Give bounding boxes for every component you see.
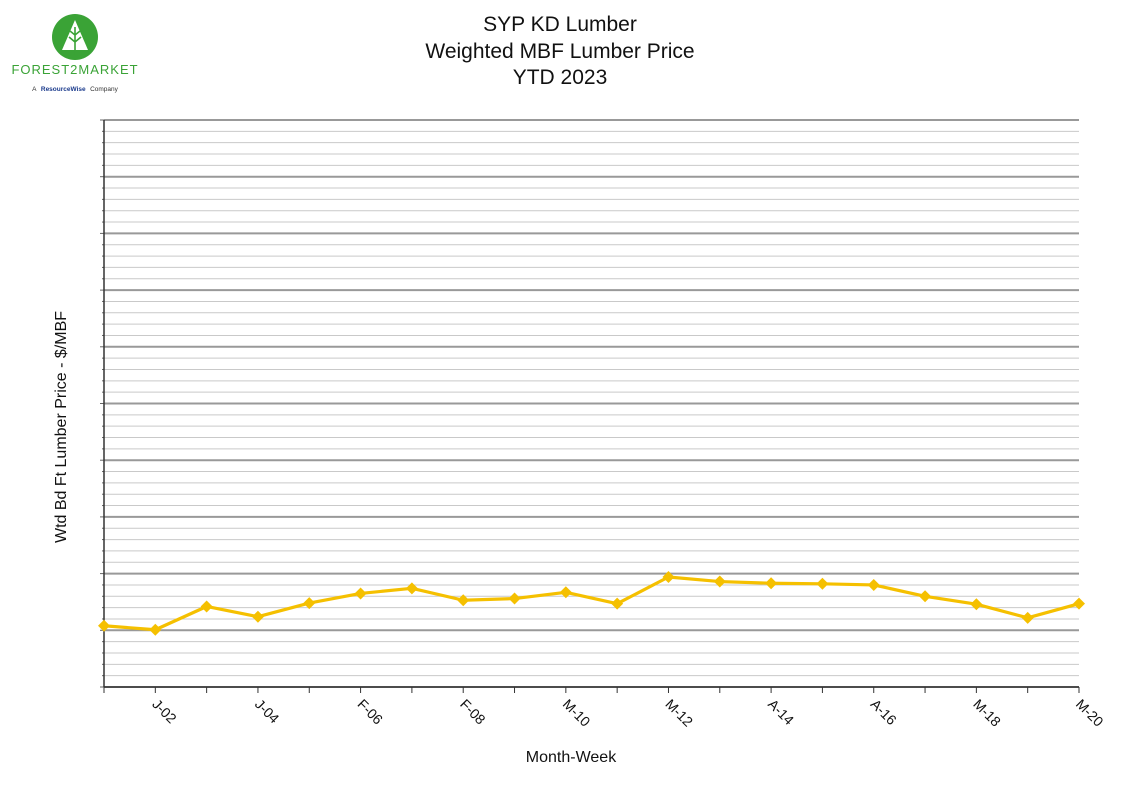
gridlines [100, 119, 1079, 688]
x-tick-label: A-16 [868, 696, 900, 728]
x-tick-label: F-06 [354, 696, 386, 728]
x-tick-label: F-08 [457, 696, 489, 728]
logo-tagline-prefix: A [32, 86, 37, 93]
data-point-marker [1073, 597, 1085, 610]
forest2market-logo: FOREST2MARKET A ResourceWise Company [11, 14, 138, 95]
x-axis-ticks: J-02 J-04 F-06 F-08 M-10 M-12 A-14 A-16 M-18 M-20 [103, 687, 1107, 730]
data-point-marker [662, 571, 675, 584]
chart-title-line-2: Weighted MBF Lumber Price [425, 40, 694, 63]
y-axis-label: Wtd Bd Ft Lumber Price - $/MBF [53, 311, 70, 543]
logo-brand-text: FOREST2MARKET [11, 62, 138, 77]
logo-tagline: A ResourceWise Company [32, 78, 119, 95]
series-group [98, 571, 1085, 636]
data-point-marker [867, 578, 880, 591]
data-point-marker [508, 592, 521, 605]
data-point-marker [611, 597, 624, 610]
x-tick-label: M-12 [662, 696, 696, 730]
data-point-marker [354, 587, 367, 600]
data-point-marker [559, 586, 572, 599]
x-tick-label: M-18 [970, 696, 1004, 730]
data-point-marker [405, 582, 418, 595]
x-axis-label: Month-Week [526, 749, 617, 766]
chart-title-line-1: SYP KD Lumber [483, 13, 637, 36]
data-point-marker [303, 597, 316, 610]
data-point-marker [970, 598, 983, 611]
logo-tagline-brand: ResourceWise [41, 86, 86, 93]
data-point-marker [149, 623, 162, 636]
data-point-marker [457, 594, 470, 607]
data-point-marker [765, 577, 778, 590]
data-point-marker [1021, 611, 1034, 624]
series-line [103, 575, 1080, 632]
data-point-marker [98, 619, 110, 632]
chart-title-line-3: YTD 2023 [513, 66, 608, 89]
data-point-marker [816, 577, 829, 590]
data-point-marker [251, 610, 264, 623]
x-tick-label: J-02 [149, 696, 180, 727]
x-tick-label: M-20 [1073, 696, 1107, 730]
x-tick-label: A-14 [765, 696, 797, 728]
logo-tagline-suffix: Company [90, 86, 119, 93]
data-point-marker [919, 590, 932, 603]
x-tick-label: J-04 [252, 696, 283, 727]
data-point-marker [200, 600, 213, 613]
x-tick-label: M-10 [560, 696, 594, 730]
data-point-marker [713, 575, 726, 588]
axes [103, 120, 1079, 688]
